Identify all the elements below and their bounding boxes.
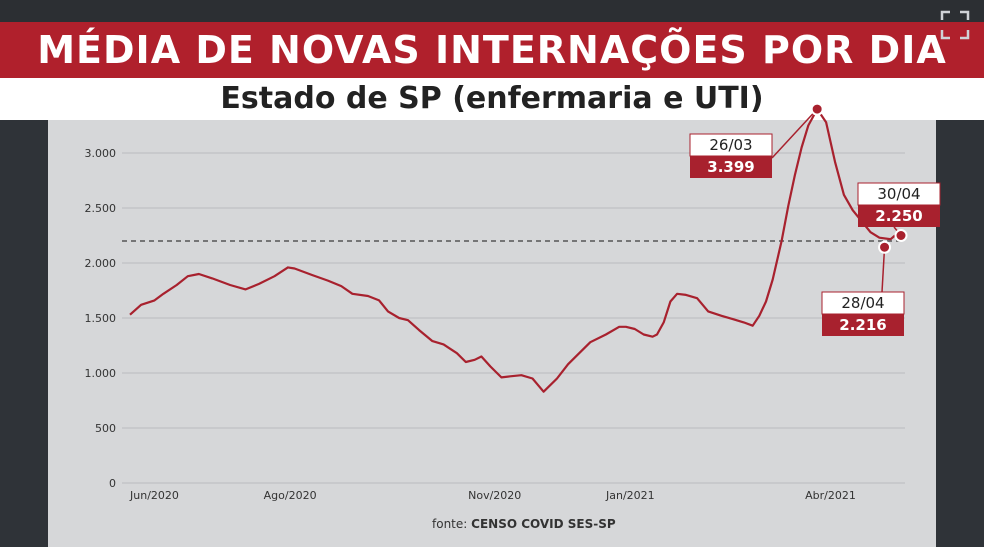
chart-title: MÉDIA DE NOVAS INTERNAÇÕES POR DIA: [37, 28, 947, 72]
annotation-30-04: 30/04 2.250: [857, 182, 941, 242]
annotation-marker: [878, 240, 892, 254]
y-tick-label: 1.000: [85, 367, 117, 380]
x-axis-ticks: Jun/2020 Ago/2020 Nov/2020 Jan/2021 Abr/2021: [129, 489, 856, 502]
y-tick-label: 500: [95, 422, 116, 435]
y-tick-label: 3.000: [85, 147, 117, 160]
x-tick-label: Abr/2021: [805, 489, 856, 502]
title-band: [0, 22, 984, 78]
annotations: 26/03 3.399 30/04 2.250 28/04 2.216: [689, 102, 941, 336]
annotation-marker: [810, 102, 824, 116]
annotation-date: 26/03: [709, 136, 752, 154]
annotation-date: 28/04: [841, 294, 884, 312]
annotation-value: 2.216: [839, 316, 886, 334]
x-tick-label: Nov/2020: [468, 489, 521, 502]
chart-panel: [48, 120, 936, 547]
annotation-value: 3.399: [707, 158, 754, 176]
x-tick-label: Jan/2021: [605, 489, 655, 502]
y-tick-label: 2.500: [85, 202, 117, 215]
series-line: [129, 108, 896, 393]
y-tick-label: 0: [109, 477, 116, 490]
annotation-value-box: [858, 205, 940, 227]
annotation-28-04: 28/04 2.216: [821, 240, 905, 336]
x-tick-label: Jun/2020: [129, 489, 179, 502]
y-axis-ticks: 0 500 1.000 1.500 2.000 2.500 3.000: [85, 147, 117, 490]
annotation-value-box: [690, 156, 772, 178]
grid-lines: [122, 152, 905, 484]
annotation-value-box: [822, 314, 904, 336]
annotation-leader: [881, 247, 886, 293]
chart-subtitle: Estado de SP (enfermaria e UTI): [220, 81, 764, 116]
top-bar: [0, 0, 984, 22]
y-tick-label: 2.000: [85, 257, 117, 270]
annotation-leader: [771, 108, 818, 159]
source-label: fonte: CENSO COVID SES-SP: [432, 517, 616, 531]
source-name: CENSO COVID SES-SP: [471, 517, 616, 531]
y-tick-label: 1.500: [85, 312, 117, 325]
expand-icon[interactable]: [940, 10, 970, 40]
annotation-26-03: 26/03 3.399: [689, 102, 824, 178]
background-right: [936, 120, 984, 547]
background-left: [0, 120, 48, 547]
annotation-value: 2.250: [875, 207, 922, 225]
annotation-date: 30/04: [877, 185, 920, 203]
x-tick-label: Ago/2020: [264, 489, 317, 502]
annotation-marker: [894, 229, 908, 242]
